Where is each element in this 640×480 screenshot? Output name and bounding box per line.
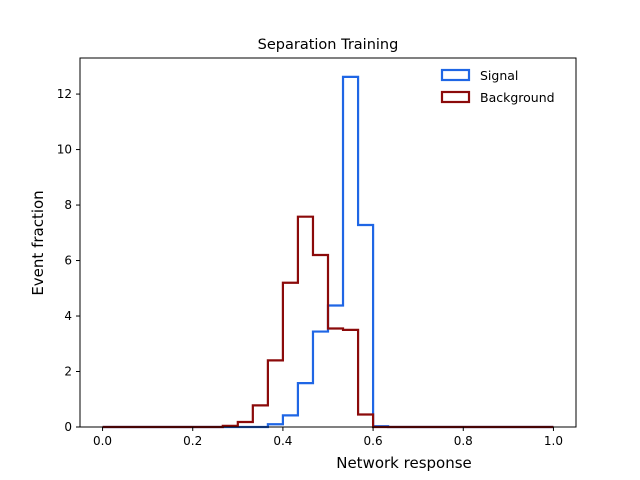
legend-label-signal: Signal [480, 68, 518, 83]
x-tick-label: 1.0 [544, 434, 563, 448]
x-tick-label: 0.6 [364, 434, 383, 448]
x-tick-label: 0.8 [454, 434, 473, 448]
legend-swatch-background [440, 90, 471, 104]
chart-title: Separation Training [258, 37, 399, 53]
x-tick-label: 0.2 [183, 434, 202, 448]
series-background-step [102, 215, 554, 429]
axes-layer: 0.0 0.2 0.4 0.6 0.8 1.0 0 2 4 6 8 10 12 [57, 57, 577, 448]
y-tick-label: 8 [64, 198, 72, 212]
y-tick-label: 12 [57, 87, 72, 101]
y-tick-label: 4 [64, 309, 72, 323]
legend-swatch-signal [440, 68, 471, 82]
x-tick-label: 0.4 [273, 434, 292, 448]
x-axis-label: Network response [336, 454, 472, 472]
legend-label-background: Background [480, 90, 555, 105]
series-signal-step [102, 75, 554, 429]
legend: Signal Background [440, 68, 555, 105]
series-layer [102, 75, 554, 429]
y-tick-label: 2 [64, 365, 72, 379]
y-tick-label: 10 [57, 143, 72, 157]
y-axis-label: Event fraction [29, 190, 47, 295]
plot-frame [79, 57, 577, 428]
y-tick-label: 0 [64, 420, 72, 434]
x-tick-label: 0.0 [93, 434, 112, 448]
y-tick-label: 6 [64, 254, 72, 268]
